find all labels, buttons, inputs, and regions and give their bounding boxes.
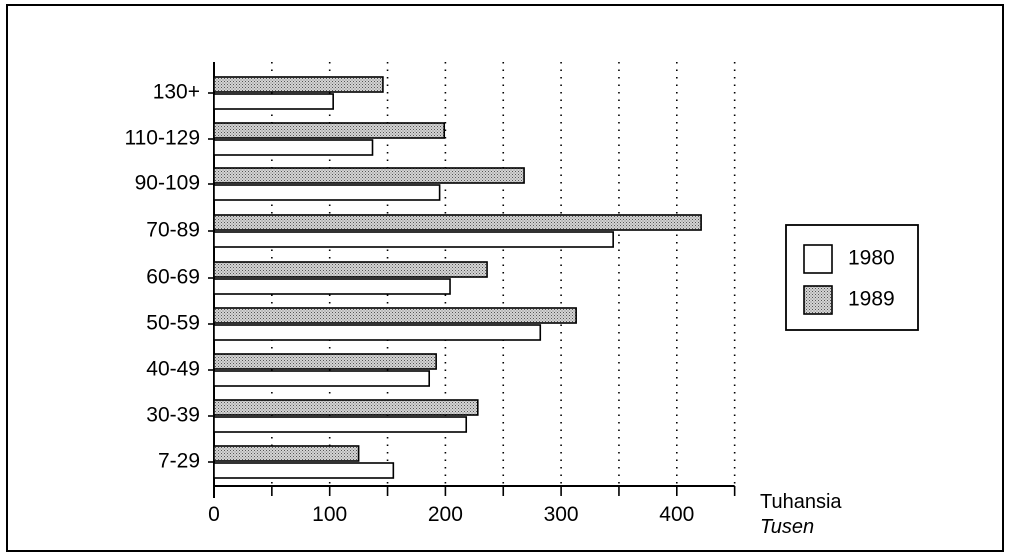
category-label: 40-49: [146, 358, 200, 381]
legend-swatch-1989: [803, 285, 833, 315]
bar-1980: [213, 139, 374, 156]
bar-1989: [213, 399, 479, 416]
x-tick-label: 400: [659, 503, 694, 526]
unit-label-fi: Tuhansia: [760, 491, 842, 513]
bar-1980: [213, 184, 441, 201]
category-label: 30-39: [146, 404, 200, 427]
x-tick-label: 100: [312, 503, 347, 526]
x-tick-label: 200: [428, 503, 463, 526]
bar-1980: [213, 370, 431, 387]
category-label: 110-129: [124, 127, 200, 150]
bar-1980: [213, 231, 614, 248]
category-label: 7-29: [158, 450, 200, 473]
bar-1989: [213, 122, 446, 139]
bar-1989: [213, 76, 384, 93]
unit-label-sv: Tusen: [760, 516, 814, 538]
x-tick-label: 300: [544, 503, 579, 526]
legend-label-1989: 1989: [848, 288, 895, 311]
bar-1980: [213, 324, 542, 341]
bar-1989: [213, 445, 360, 462]
bar-1980: [213, 462, 395, 479]
category-label: 90-109: [135, 172, 200, 195]
bar-1989: [213, 307, 577, 324]
bar-chart: 0 100 200 300 400 7-29 30-39 40-49 50-59 60-69 70-…: [124, 62, 919, 538]
chart-frame: 0 100 200 300 400 7-29 30-39 40-49 50-59 60-69 70-…: [6, 4, 1004, 552]
category-label: 130+: [153, 81, 200, 104]
bar-1980: [213, 416, 468, 433]
category-label: 70-89: [146, 219, 200, 242]
legend-label-1980: 1980: [848, 247, 895, 270]
bar-1980: [213, 278, 451, 295]
category-label: 50-59: [146, 312, 200, 335]
bar-1980: [213, 93, 334, 110]
bar-1989: [213, 167, 525, 184]
bar-1989: [213, 353, 437, 370]
legend-swatch-1980: [803, 244, 833, 274]
category-label: 60-69: [146, 266, 200, 289]
bar-1989: [213, 261, 488, 278]
bar-1989: [213, 214, 702, 231]
x-tick-label: 0: [208, 503, 220, 526]
